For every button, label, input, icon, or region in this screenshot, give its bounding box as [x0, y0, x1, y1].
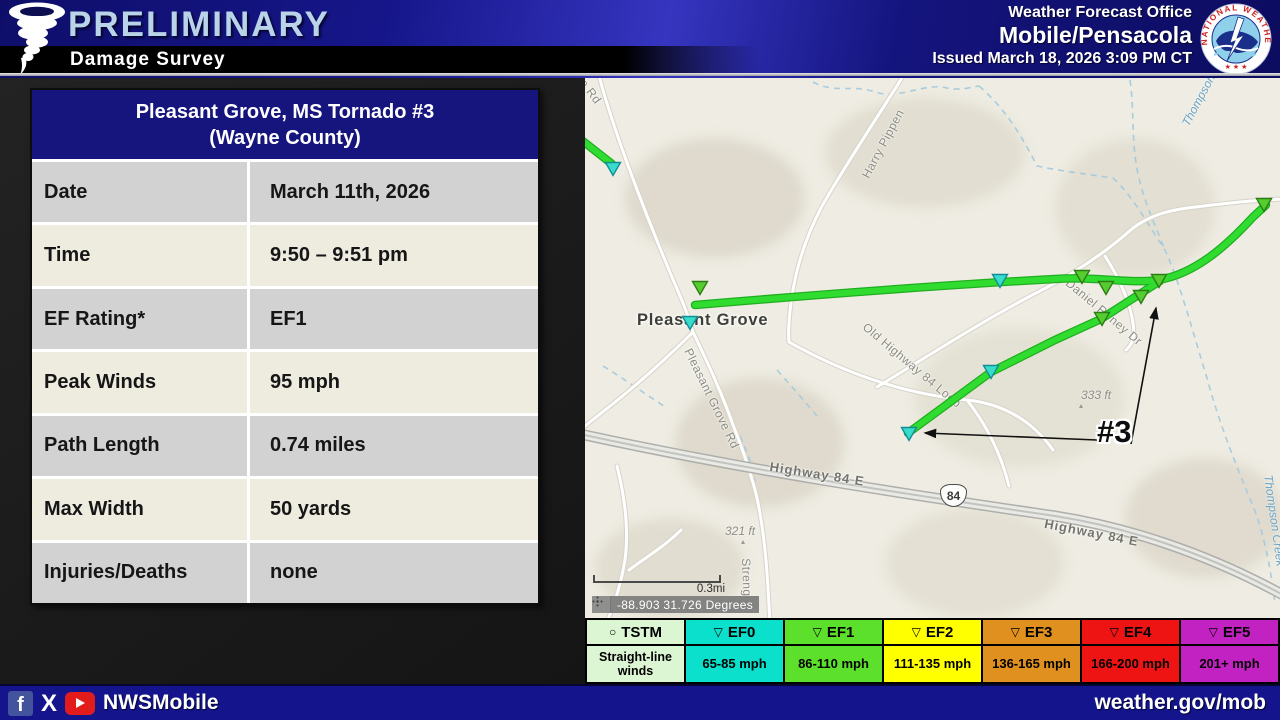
legend-range: 111-135 mph — [893, 656, 972, 671]
row-value: 0.74 miles — [250, 415, 538, 477]
legend-name: EF2 — [925, 623, 954, 641]
hillshade — [675, 378, 845, 508]
elevation-point-icon — [741, 540, 745, 544]
tornado-path-layer — [585, 137, 1273, 445]
row-value: EF1 — [250, 288, 538, 350]
row-value: none — [250, 542, 538, 603]
legend-cell-ef5: ▽ EF5 201+ mph — [1181, 620, 1278, 682]
row-value: 9:50 – 9:51 pm — [250, 225, 538, 286]
legend-range: 166-200 mph — [1091, 656, 1170, 671]
social-icons: f X — [8, 689, 96, 717]
legend-range: Straight-line winds — [599, 650, 672, 678]
legend-cell-ef1: ▽ EF1 86-110 mph — [785, 620, 884, 682]
row-label: Peak Winds — [32, 352, 250, 413]
place-label-pleasant-grove: Pleasant Grove — [637, 311, 769, 329]
website-url: weather.gov/mob — [1094, 691, 1266, 714]
map-base-layer — [585, 78, 1280, 618]
map-coordinates-bar: -88.903 31.726 Degrees — [592, 596, 760, 613]
row-value: 95 mph — [250, 352, 538, 413]
triangle-marker-icon: ▽ — [1109, 625, 1119, 639]
legend-name: EF0 — [727, 623, 756, 641]
survey-point-markers — [604, 161, 1273, 442]
row-label: EF Rating* — [32, 288, 250, 350]
row-value: 50 yards — [250, 479, 538, 540]
issued-timestamp: Issued March 18, 2026 3:09 PM CT — [932, 50, 1192, 67]
footer-bar: f X NWSMobile weather.gov/mob — [0, 684, 1280, 720]
coordinates-readout: -88.903 31.726 Degrees — [611, 596, 760, 613]
tornado-icon — [9, 2, 65, 75]
row-label: Max Width — [32, 479, 250, 540]
row-label: Injuries/Deaths — [32, 542, 250, 603]
table-row-time: Time 9:50 – 9:51 pm — [32, 225, 538, 289]
x-twitter-icon: X — [41, 689, 58, 717]
legend-name: EF4 — [1123, 623, 1152, 641]
facebook-icon: f — [8, 690, 33, 716]
tornado-number-annotation: #3 — [1097, 414, 1132, 449]
nws-logo: NATIONAL WEATHER SERVICE ★ ★ ★ — [1200, 3, 1272, 75]
table-title-line1: Pleasant Grove, MS Tornado #3 — [135, 100, 435, 123]
legend-cell-ef3: ▽ EF3 136-165 mph — [983, 620, 1082, 682]
triangle-marker-icon: ▽ — [1208, 625, 1218, 639]
crosshair-icon — [592, 596, 611, 613]
triangle-marker-icon: ▽ — [713, 625, 723, 639]
nws-logo-stars: ★ ★ ★ — [1225, 63, 1248, 71]
survey-map: Grove Rd Harry Pippen Pleasant Grove Rd … — [585, 78, 1280, 618]
us-84-route-shield: 84 — [940, 484, 967, 507]
legend-name: EF3 — [1024, 623, 1053, 641]
legend-range: 65-85 mph — [702, 656, 767, 671]
page-subtitle: Damage Survey — [70, 49, 226, 70]
tornado-info-table: Pleasant Grove, MS Tornado #3 (Wayne Cou… — [30, 88, 540, 605]
legend-name: EF1 — [826, 623, 855, 641]
tornado-tracks — [585, 137, 1271, 438]
legend-name: EF5 — [1222, 623, 1251, 641]
elevation-label-321: 321 ft — [725, 524, 756, 538]
row-label: Path Length — [32, 415, 250, 477]
highway-84 — [585, 429, 1280, 600]
legend-range: 86-110 mph — [798, 656, 869, 671]
play-icon — [75, 698, 85, 708]
triangle-marker-icon: ▽ — [812, 625, 822, 639]
office-name-line1: Weather Forecast Office — [1008, 4, 1192, 21]
legend-cell-ef4: ▽ EF4 166-200 mph — [1082, 620, 1181, 682]
header-banner: PRELIMINARY Damage Survey Weather Foreca… — [0, 0, 1280, 78]
table-row-injuries: Injuries/Deaths none — [32, 542, 538, 603]
legend-cell-tstm: ○ TSTM Straight-line winds — [587, 620, 686, 682]
left-panel: Pleasant Grove, MS Tornado #3 (Wayne Cou… — [0, 78, 585, 684]
ef-scale-legend: ○ TSTM Straight-line winds ▽ EF0 65-85 mph… — [585, 618, 1280, 684]
header-divider — [0, 73, 1280, 76]
map-scale-label: 0.3mi — [696, 583, 725, 595]
legend-range: 136-165 mph — [992, 656, 1071, 671]
legend-name: TSTM — [621, 623, 663, 641]
office-name-line2: Mobile/Pensacola — [998, 22, 1192, 48]
page-title: PRELIMINARY — [68, 5, 330, 44]
row-label: Date — [32, 162, 250, 223]
row-value: March 11th, 2026 — [250, 162, 538, 223]
elevation-label-333: 333 ft — [1081, 388, 1112, 402]
elevation-point-icon — [1079, 404, 1083, 408]
hillshade — [825, 98, 1025, 208]
circle-marker-icon: ○ — [608, 625, 617, 639]
triangle-marker-icon: ▽ — [911, 625, 921, 639]
table-title: Pleasant Grove, MS Tornado #3 (Wayne Cou… — [32, 90, 538, 162]
header-black-band — [0, 46, 760, 73]
table-title-line2: (Wayne County) — [209, 126, 361, 149]
office-block: Weather Forecast Office Mobile/Pensacola… — [932, 3, 1192, 70]
legend-cell-ef0: ▽ EF0 65-85 mph — [686, 620, 785, 682]
row-label: Time — [32, 225, 250, 286]
table-row-date: Date March 11th, 2026 — [32, 162, 538, 226]
table-row-ef-rating: EF Rating* EF1 — [32, 288, 538, 353]
hillshade — [885, 508, 1065, 618]
minor-roads — [585, 78, 1280, 618]
triangle-marker-icon: ▽ — [1010, 625, 1020, 639]
table-row-path-length: Path Length 0.74 miles — [32, 415, 538, 480]
legend-range: 201+ mph — [1199, 656, 1260, 671]
legend-cell-ef2: ▽ EF2 111-135 mph — [884, 620, 983, 682]
table-row-peak-winds: Peak Winds 95 mph — [32, 352, 538, 416]
table-row-max-width: Max Width 50 yards — [32, 479, 538, 543]
map-scalebar — [593, 575, 721, 583]
annotation-arrows — [923, 306, 1159, 445]
social-handle: NWSMobile — [103, 691, 219, 714]
youtube-icon — [65, 691, 96, 715]
